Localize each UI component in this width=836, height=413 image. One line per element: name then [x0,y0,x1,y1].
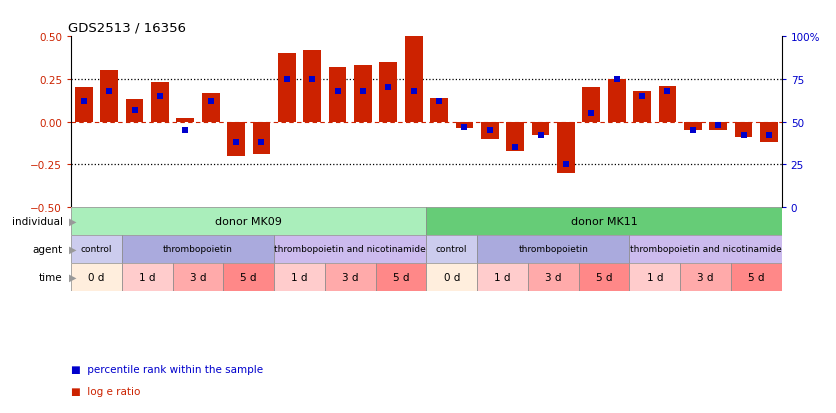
Bar [227,122,245,157]
Bar [608,80,625,122]
Bar [760,122,777,143]
Bar [380,63,397,122]
Bar [528,263,579,291]
Text: ■  percentile rank within the sample: ■ percentile rank within the sample [71,364,263,374]
Bar [329,68,346,122]
Bar [684,122,701,131]
Text: 1 d: 1 d [646,272,663,282]
Bar [426,208,782,235]
Bar [630,263,681,291]
Text: 5 d: 5 d [241,272,257,282]
Bar [456,122,473,129]
Bar [278,54,296,122]
Bar [630,235,782,263]
Text: ▶: ▶ [69,244,76,254]
Bar [735,122,752,138]
Text: GDS2513 / 16356: GDS2513 / 16356 [68,21,186,35]
Text: thrombopoietin: thrombopoietin [163,245,233,254]
Bar [252,122,270,155]
Text: thrombopoietin: thrombopoietin [518,245,589,254]
Bar [532,122,549,136]
Text: 0 d: 0 d [89,272,104,282]
Bar [557,122,575,173]
Text: 5 d: 5 d [748,272,765,282]
Text: thrombopoietin and nicotinamide: thrombopoietin and nicotinamide [274,245,426,254]
Bar [507,122,524,151]
Bar [681,263,731,291]
Bar [477,263,528,291]
Text: 1 d: 1 d [291,272,308,282]
Bar [659,87,676,122]
Text: 1 d: 1 d [494,272,511,282]
Bar [375,263,426,291]
Bar [122,263,172,291]
Bar [201,93,220,122]
Bar [405,37,422,122]
Bar [431,98,448,122]
Bar [426,235,477,263]
Text: ▶: ▶ [69,216,76,226]
Bar [481,122,499,140]
Text: 5 d: 5 d [596,272,612,282]
Text: time: time [39,272,63,282]
Text: 1 d: 1 d [139,272,155,282]
Bar [223,263,274,291]
Text: 3 d: 3 d [342,272,359,282]
Text: ■  log e ratio: ■ log e ratio [71,387,140,396]
Text: 3 d: 3 d [697,272,714,282]
Bar [100,71,118,122]
Bar [303,51,321,122]
Bar [176,119,194,122]
Bar [71,235,122,263]
Bar [477,235,630,263]
Text: control: control [81,245,112,254]
Bar [731,263,782,291]
Bar [122,235,274,263]
Text: donor MK11: donor MK11 [571,216,637,226]
Text: 0 d: 0 d [444,272,460,282]
Bar [325,263,375,291]
Bar [172,263,223,291]
Bar [71,208,426,235]
Text: 5 d: 5 d [393,272,410,282]
Bar [426,263,477,291]
Bar [71,263,122,291]
Bar [633,92,651,122]
Bar [579,263,630,291]
Bar [354,66,372,122]
Text: donor MK09: donor MK09 [216,216,282,226]
Bar [75,88,93,122]
Text: 3 d: 3 d [190,272,206,282]
Text: ▶: ▶ [69,272,76,282]
Text: individual: individual [12,216,63,226]
Bar [274,235,426,263]
Text: control: control [436,245,467,254]
Text: 3 d: 3 d [545,272,562,282]
Bar [274,263,325,291]
Text: thrombopoietin and nicotinamide: thrombopoietin and nicotinamide [630,245,782,254]
Bar [709,122,727,131]
Bar [583,88,600,122]
Bar [125,100,144,122]
Text: agent: agent [33,244,63,254]
Bar [151,83,169,122]
